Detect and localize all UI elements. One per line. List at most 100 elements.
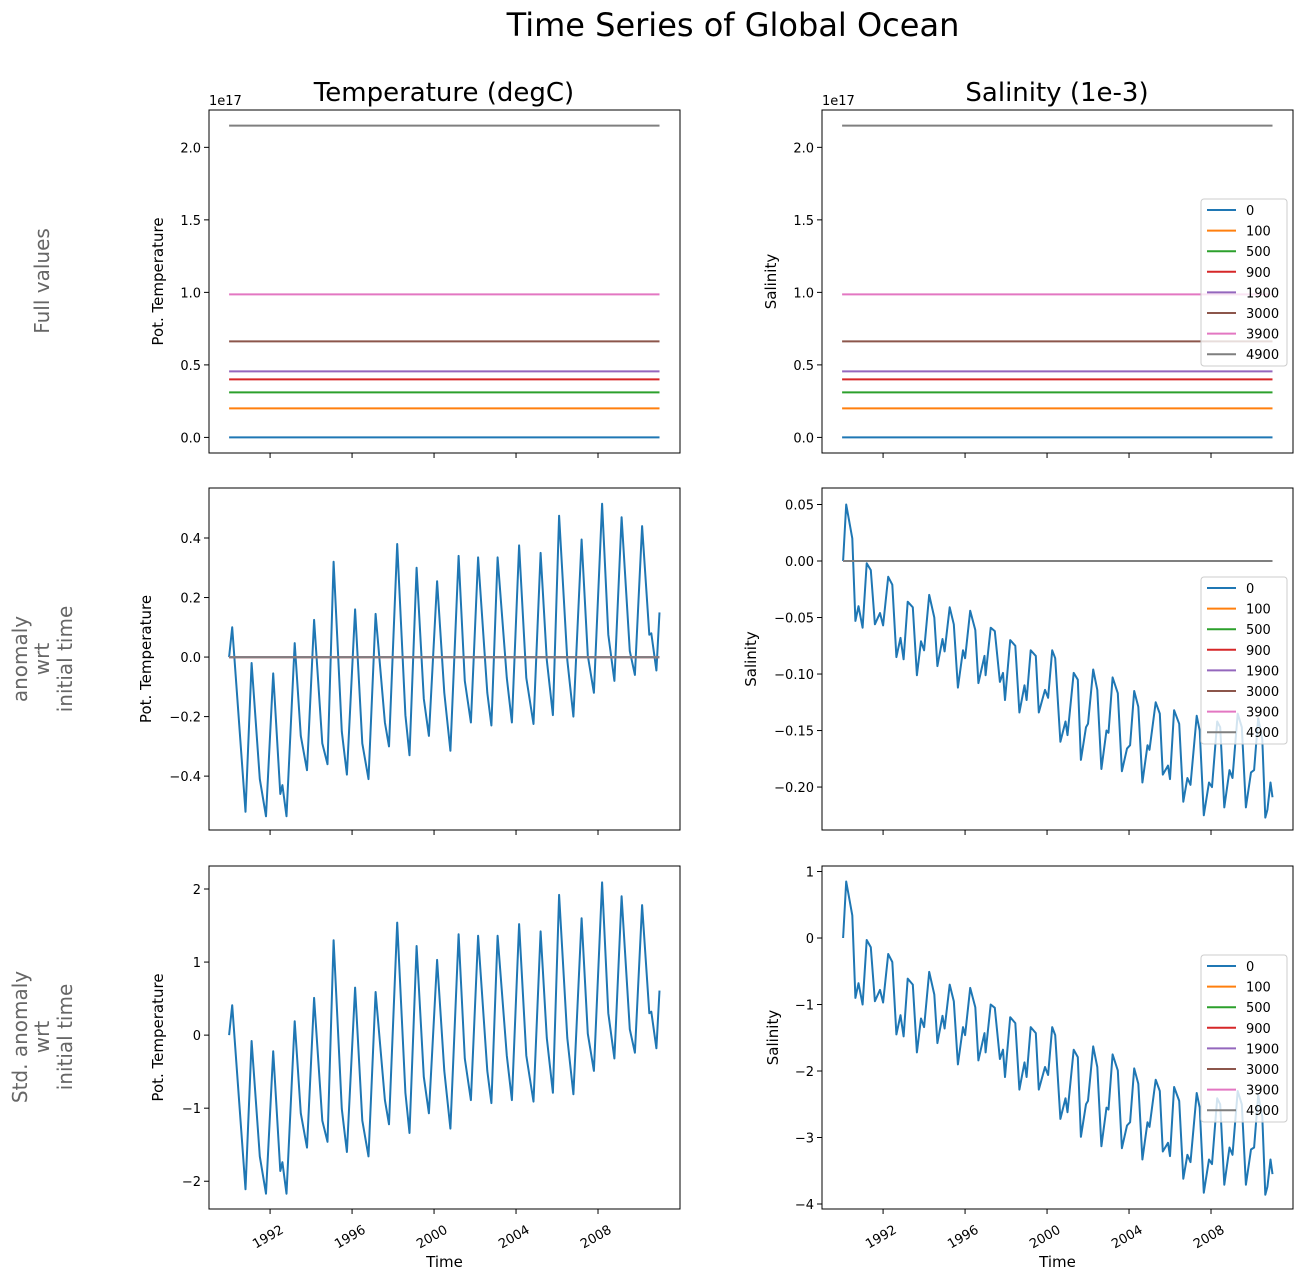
row-label: Full values bbox=[30, 228, 54, 334]
legend-label-100: 100 bbox=[1246, 603, 1271, 618]
legend-label-4900: 4900 bbox=[1246, 1104, 1279, 1119]
series-group bbox=[229, 124, 660, 439]
axes-frame bbox=[208, 487, 681, 831]
row-label: anomaly bbox=[8, 616, 32, 702]
y-axis-label: Salinity bbox=[742, 631, 760, 687]
series-line-depth-0 bbox=[228, 881, 661, 1195]
subplot-salinity-std-anomaly: −4 −3 −2 −1 0 1 1992 1996 2000 2004 2008 Salinity Ti… bbox=[764, 865, 1294, 1271]
x-tick-label: 2008 bbox=[1191, 1223, 1227, 1253]
y-offset-text: 1e17 bbox=[822, 94, 855, 109]
legend-label-3000: 3000 bbox=[1246, 685, 1279, 700]
column-title-salinity: Salinity (1e-3) bbox=[965, 78, 1148, 108]
legend-label-500: 500 bbox=[1246, 1001, 1271, 1016]
subplot-salinity-full: 0.0 0.5 1.0 1.5 2.0 1e17 Salinity 0 100 500 900 190… bbox=[762, 94, 1294, 458]
y-tick-label: 2.0 bbox=[180, 141, 201, 156]
y-axis-label: Salinity bbox=[762, 254, 780, 310]
y-tick-label: 0.5 bbox=[793, 359, 814, 374]
legend-label-3900: 3900 bbox=[1246, 706, 1279, 721]
legend-label-1900: 1900 bbox=[1246, 1042, 1279, 1057]
legend-label-900: 900 bbox=[1246, 1022, 1271, 1037]
series-line-depth-0 bbox=[842, 880, 1274, 1196]
figure-title: Time Series of Global Ocean bbox=[506, 6, 960, 44]
subplot-temperature-anomaly: −0.4 −0.2 0.0 0.2 0.4 Pot. Temperature bbox=[137, 487, 681, 835]
series-line-depth-0 bbox=[842, 503, 1274, 819]
y-tick-label: 0.2 bbox=[180, 592, 201, 607]
x-tick-label: 1992 bbox=[250, 1223, 286, 1253]
y-tick-label: 2 bbox=[193, 883, 201, 898]
legend-label-4900: 4900 bbox=[1246, 726, 1279, 741]
x-tick-label: 2000 bbox=[414, 1223, 450, 1253]
row-label: wrt bbox=[30, 643, 54, 676]
y-tick-label: 1 bbox=[806, 866, 814, 881]
y-tick-label: 0 bbox=[806, 932, 814, 947]
series-group bbox=[842, 880, 1274, 1196]
legend-label-3900: 3900 bbox=[1246, 1084, 1279, 1099]
row-label: initial time bbox=[53, 606, 77, 713]
y-tick-label: −0.20 bbox=[774, 781, 814, 796]
row-label: initial time bbox=[53, 984, 77, 1091]
axes-frame bbox=[821, 109, 1294, 454]
y-tick-label: 1.5 bbox=[180, 214, 201, 229]
y-axis-label: Pot. Temperature bbox=[149, 973, 167, 1101]
legend-label-1900: 1900 bbox=[1246, 286, 1279, 301]
x-tick-label: 2004 bbox=[496, 1223, 532, 1253]
legend-box bbox=[1200, 954, 1288, 1123]
y-tick-label: 0.0 bbox=[180, 651, 201, 666]
y-tick-label: 1.0 bbox=[180, 286, 201, 301]
legend-label-0: 0 bbox=[1246, 582, 1254, 597]
legend-label-100: 100 bbox=[1246, 981, 1271, 996]
legend-label-100: 100 bbox=[1246, 225, 1271, 240]
y-axis-label: Salinity bbox=[764, 1010, 782, 1066]
axes-frame bbox=[208, 865, 681, 1210]
y-tick-label: 0 bbox=[193, 1029, 201, 1044]
y-tick-label: 2.0 bbox=[793, 141, 814, 156]
y-tick-label: 1.5 bbox=[793, 214, 814, 229]
row-label: Std. anomaly bbox=[8, 971, 32, 1103]
y-tick-label: −1 bbox=[795, 999, 814, 1014]
y-tick-label: −0.15 bbox=[774, 725, 814, 740]
legend-label-900: 900 bbox=[1246, 266, 1271, 281]
y-tick-label: −1 bbox=[182, 1102, 201, 1117]
y-tick-label: 1 bbox=[193, 956, 201, 971]
x-tick-label: 1996 bbox=[945, 1223, 981, 1253]
legend: 0 100 500 900 1900 3000 3900 4900 bbox=[1200, 576, 1288, 745]
x-tick-label: 1996 bbox=[332, 1223, 368, 1253]
y-tick-label: −3 bbox=[795, 1132, 814, 1147]
legend-label-1900: 1900 bbox=[1246, 664, 1279, 679]
y-axis-label: Pot. Temperature bbox=[137, 595, 155, 723]
axes-frame bbox=[208, 109, 681, 454]
y-tick-label: −2 bbox=[795, 1065, 814, 1080]
row-label: wrt bbox=[30, 1021, 54, 1054]
legend-label-3900: 3900 bbox=[1246, 328, 1279, 343]
x-axis-label: Time bbox=[425, 1253, 463, 1271]
series-group bbox=[228, 502, 661, 818]
legend-label-0: 0 bbox=[1246, 960, 1254, 975]
y-tick-label: −0.2 bbox=[169, 711, 201, 726]
series-group bbox=[842, 503, 1274, 819]
series-line-depth-0 bbox=[228, 502, 661, 818]
x-tick-label: 2004 bbox=[1109, 1223, 1145, 1253]
y-tick-label: −0.4 bbox=[169, 770, 201, 785]
axes-frame bbox=[821, 865, 1294, 1210]
subplot-salinity-anomaly: −0.20 −0.15 −0.10 −0.05 0.00 0.05 Salinity 0 100… bbox=[742, 487, 1294, 835]
subplot-temperature-full: 0.0 0.5 1.0 1.5 2.0 1e17 Pot. Temperature bbox=[149, 94, 681, 458]
legend-label-500: 500 bbox=[1246, 623, 1271, 638]
legend-label-500: 500 bbox=[1246, 245, 1271, 260]
y-offset-text: 1e17 bbox=[209, 94, 242, 109]
legend-label-900: 900 bbox=[1246, 644, 1271, 659]
series-group bbox=[228, 881, 661, 1195]
y-tick-label: 0.0 bbox=[793, 431, 814, 446]
x-tick-label: 2008 bbox=[578, 1223, 614, 1253]
axes-frame bbox=[821, 487, 1294, 831]
y-tick-label: −0.05 bbox=[774, 612, 814, 627]
legend-label-0: 0 bbox=[1246, 204, 1254, 219]
legend-label-3000: 3000 bbox=[1246, 307, 1279, 322]
x-tick-label: 2000 bbox=[1027, 1223, 1063, 1253]
y-tick-label: −0.10 bbox=[774, 668, 814, 683]
y-tick-label: −2 bbox=[182, 1175, 201, 1190]
y-tick-label: 0.05 bbox=[785, 499, 814, 514]
x-axis-label: Time bbox=[1038, 1253, 1076, 1271]
legend-label-4900: 4900 bbox=[1246, 348, 1279, 363]
legend: 0 100 500 900 1900 3000 3900 4900 bbox=[1200, 198, 1288, 367]
